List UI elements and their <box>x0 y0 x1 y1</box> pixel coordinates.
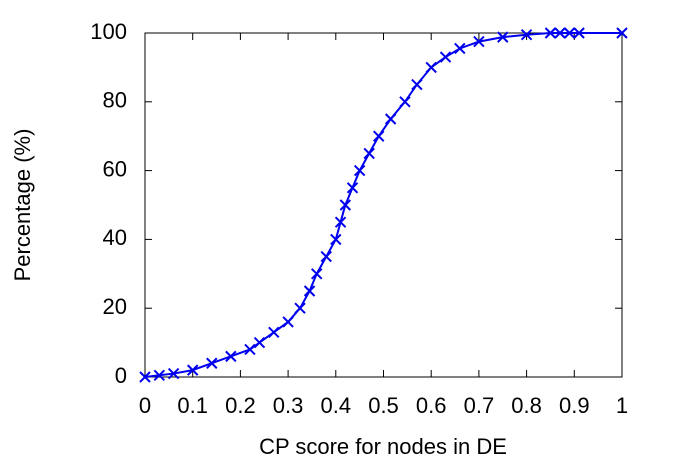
data-point <box>353 164 366 177</box>
data-point <box>473 35 485 48</box>
y-tick-label: 80 <box>103 88 127 113</box>
y-tick-label: 40 <box>103 225 127 250</box>
x-tick-label: 0.6 <box>416 393 447 418</box>
y-axis-label: Percentage (%) <box>10 129 35 282</box>
data-point <box>153 369 166 381</box>
data-point <box>206 357 218 369</box>
data-point <box>311 268 323 280</box>
data-point <box>497 31 509 43</box>
plot-frame <box>144 32 623 378</box>
data-point <box>303 285 316 297</box>
x-tick-label: 0.9 <box>559 393 590 418</box>
data-point <box>244 343 256 356</box>
x-tick-label: 0.7 <box>464 393 495 418</box>
data-point <box>411 78 423 91</box>
data-point <box>554 27 566 39</box>
y-tick-label: 0 <box>115 363 127 388</box>
data-point <box>399 96 411 108</box>
x-tick-label: 0.4 <box>321 393 352 418</box>
data-line <box>144 32 622 378</box>
x-tick-label: 1 <box>616 393 628 418</box>
data-point <box>454 42 466 55</box>
data-point <box>573 27 585 39</box>
x-tick-label: 0.3 <box>273 393 304 418</box>
data-point <box>334 216 347 228</box>
x-tick-label: 0.1 <box>177 393 208 418</box>
data-point <box>330 233 342 246</box>
data-point <box>320 250 332 263</box>
data-point <box>346 182 359 194</box>
data-point <box>282 316 294 328</box>
data-point <box>425 61 437 74</box>
x-tick-label: 0.8 <box>511 393 542 418</box>
data-point <box>384 113 397 125</box>
data-point <box>339 199 352 211</box>
data-point <box>139 371 151 383</box>
x-axis-label: CP score for nodes in DE <box>259 434 507 459</box>
data-point <box>225 350 237 363</box>
y-tick-label: 100 <box>90 19 127 44</box>
y-tick-label: 60 <box>103 156 127 181</box>
data-point <box>167 367 180 380</box>
data-point <box>186 364 199 376</box>
data-point <box>294 302 306 314</box>
data-point <box>373 130 385 142</box>
data-point <box>363 147 375 160</box>
x-tick-label: 0 <box>139 393 151 418</box>
data-point <box>268 326 280 338</box>
data-point <box>563 27 576 39</box>
data-point <box>520 29 533 41</box>
y-tick-label: 20 <box>103 294 127 319</box>
x-tick-label: 0.2 <box>225 393 256 418</box>
data-point <box>544 27 557 39</box>
x-tick-label: 0.5 <box>368 393 399 418</box>
data-point <box>616 27 628 39</box>
data-point <box>439 51 452 63</box>
data-point <box>253 336 266 349</box>
